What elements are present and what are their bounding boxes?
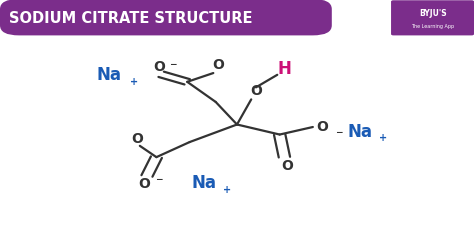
Text: O: O: [250, 84, 262, 98]
Text: The Learning App: The Learning App: [411, 24, 454, 29]
Text: BYJU'S: BYJU'S: [419, 9, 447, 18]
Text: O: O: [138, 177, 151, 191]
Text: +: +: [130, 76, 138, 86]
Text: O: O: [131, 132, 144, 146]
Text: O: O: [153, 59, 165, 73]
Text: O: O: [281, 158, 293, 172]
FancyBboxPatch shape: [391, 1, 474, 36]
Text: +: +: [379, 132, 387, 142]
Text: −: −: [335, 128, 343, 136]
Text: Na: Na: [348, 122, 373, 140]
Text: −: −: [155, 174, 163, 183]
Text: +: +: [223, 184, 232, 194]
Text: O: O: [316, 119, 328, 133]
FancyBboxPatch shape: [0, 0, 332, 36]
Text: Na: Na: [191, 174, 216, 192]
Text: −: −: [169, 60, 177, 69]
Text: Na: Na: [97, 66, 121, 84]
Text: SODIUM CITRATE STRUCTURE: SODIUM CITRATE STRUCTURE: [9, 10, 253, 26]
Text: H: H: [277, 60, 292, 78]
Text: O: O: [212, 57, 224, 71]
